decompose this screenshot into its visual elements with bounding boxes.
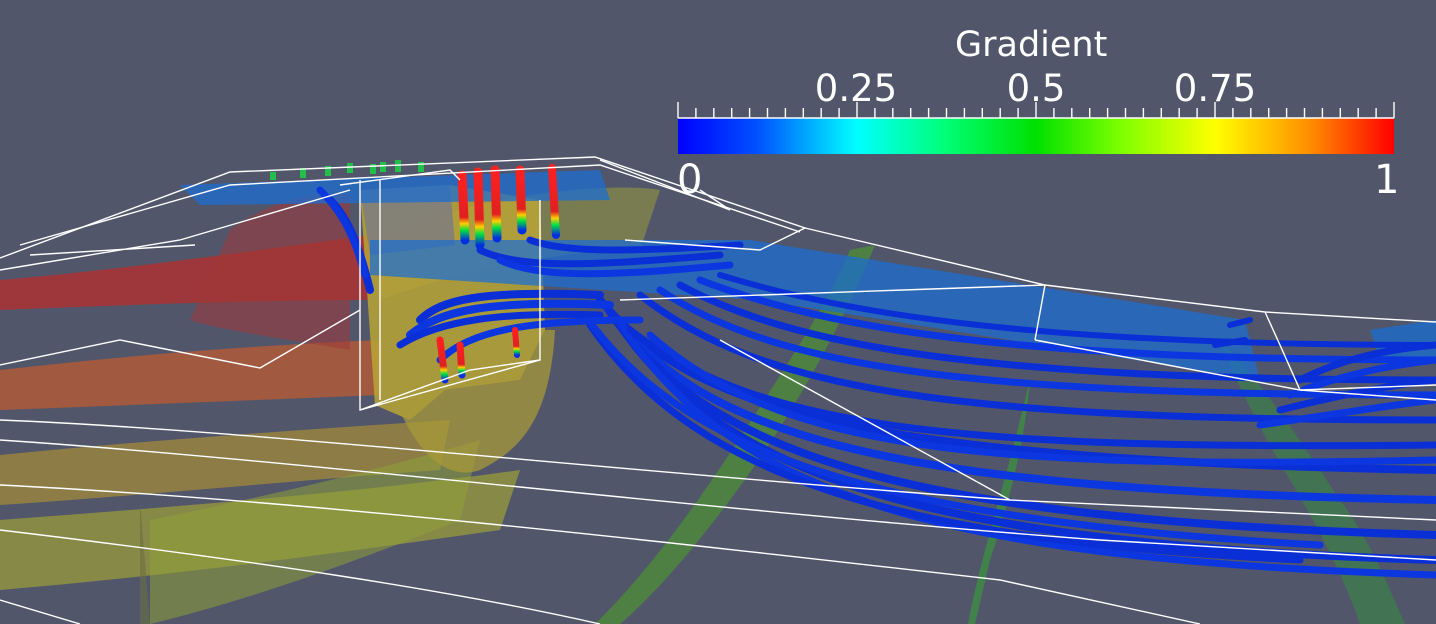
vertical-tubes bbox=[436, 164, 560, 384]
colorbar-min-label: 0 bbox=[677, 157, 703, 203]
colorbar-title: Gradient bbox=[955, 25, 1108, 65]
colorbar-gradient bbox=[678, 118, 1394, 154]
colorbar-tick-label: 0.5 bbox=[1006, 67, 1066, 110]
colorbar-tick-label: 0.25 bbox=[814, 67, 898, 110]
colorbar-tick-label: 0.75 bbox=[1173, 67, 1257, 110]
surface-markers bbox=[270, 160, 424, 180]
colorbar-ticks bbox=[677, 102, 1395, 119]
wireframe-outline bbox=[0, 156, 1436, 624]
colorbar-max-label: 1 bbox=[1374, 157, 1400, 203]
colorbar bbox=[677, 102, 1395, 154]
streamline-tubes bbox=[316, 186, 1436, 579]
